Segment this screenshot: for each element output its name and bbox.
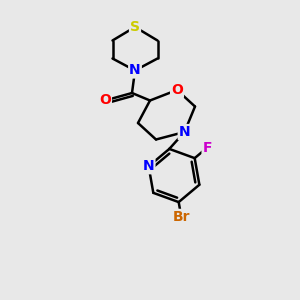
Text: O: O — [171, 83, 183, 97]
Text: F: F — [202, 140, 212, 154]
Text: N: N — [129, 64, 141, 77]
Text: Br: Br — [172, 210, 190, 224]
Text: O: O — [99, 94, 111, 107]
Text: N: N — [179, 125, 190, 139]
Text: N: N — [143, 159, 154, 173]
Text: S: S — [130, 20, 140, 34]
